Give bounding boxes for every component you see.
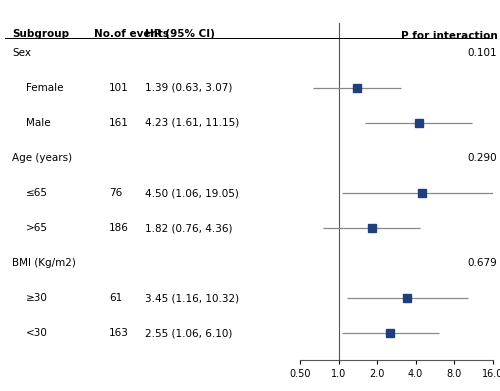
Text: 186: 186 — [109, 223, 129, 233]
Text: 76: 76 — [109, 188, 122, 198]
Text: 4.23 (1.61, 11.15): 4.23 (1.61, 11.15) — [145, 118, 239, 128]
Text: P for interaction: P for interaction — [401, 31, 498, 41]
Text: 61: 61 — [109, 293, 122, 303]
Text: 161: 161 — [109, 118, 129, 128]
Text: 1.82 (0.76, 4.36): 1.82 (0.76, 4.36) — [145, 223, 233, 233]
Text: Subgroup: Subgroup — [12, 29, 70, 39]
Text: HR (95% CI): HR (95% CI) — [145, 29, 214, 39]
Text: Female: Female — [26, 83, 64, 93]
Text: 1.39 (0.63, 3.07): 1.39 (0.63, 3.07) — [145, 83, 232, 93]
Text: Sex: Sex — [12, 48, 32, 58]
Text: ≥30: ≥30 — [26, 293, 48, 303]
Text: 101: 101 — [109, 83, 129, 93]
Text: 163: 163 — [109, 328, 129, 338]
Text: 0.290: 0.290 — [468, 153, 498, 163]
Text: 3.45 (1.16, 10.32): 3.45 (1.16, 10.32) — [145, 293, 239, 303]
Text: 2.55 (1.06, 6.10): 2.55 (1.06, 6.10) — [145, 328, 232, 338]
Text: Male: Male — [26, 118, 50, 128]
Text: 0.101: 0.101 — [468, 48, 498, 58]
Text: ≤65: ≤65 — [26, 188, 48, 198]
Text: >65: >65 — [26, 223, 48, 233]
Text: Age (years): Age (years) — [12, 153, 72, 163]
Text: 0.679: 0.679 — [468, 258, 498, 268]
Text: <30: <30 — [26, 328, 48, 338]
Text: No.of events: No.of events — [94, 29, 169, 39]
Text: 4.50 (1.06, 19.05): 4.50 (1.06, 19.05) — [145, 188, 238, 198]
Text: BMI (Kg/m2): BMI (Kg/m2) — [12, 258, 76, 268]
